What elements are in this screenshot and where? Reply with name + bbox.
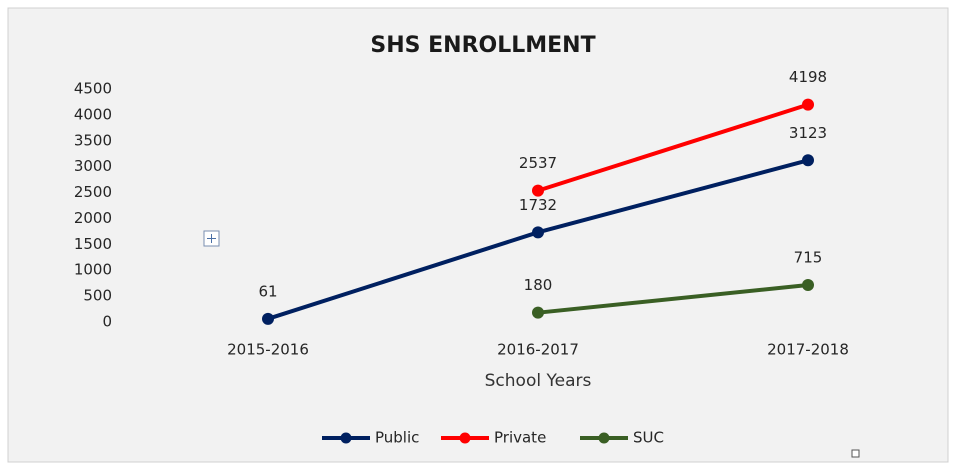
legend-marker: [598, 432, 610, 444]
y-tick-label: 1500: [74, 235, 112, 253]
data-point: [262, 312, 274, 325]
data-point: [802, 154, 814, 167]
chart-title: SHS ENROLLMENT: [370, 33, 595, 58]
x-axis-title: School Years: [485, 371, 592, 391]
series-line: [537, 102, 809, 193]
x-tick-label: 2017-2018: [767, 341, 849, 359]
move-handle-icon: [203, 230, 220, 247]
y-tick-label: 4000: [74, 105, 112, 123]
y-tick-label: 500: [83, 287, 112, 305]
series-line: [537, 282, 809, 315]
x-tick-label: 2015-2016: [227, 341, 309, 359]
data-label: 61: [258, 282, 277, 300]
chart-background: [7, 7, 949, 463]
legend-label: Public: [375, 429, 419, 447]
data-point: [802, 98, 814, 111]
y-tick-label: 3000: [74, 157, 112, 175]
legend-label: Private: [494, 429, 546, 447]
y-tick-label: 1000: [74, 261, 112, 279]
y-tick-label: 3500: [74, 131, 112, 149]
data-label: 3123: [789, 124, 827, 142]
legend-marker: [459, 432, 471, 444]
y-tick-label: 4500: [74, 80, 112, 98]
legend-label: SUC: [633, 429, 664, 447]
data-label: 715: [794, 248, 823, 266]
y-tick-label: 2000: [74, 209, 112, 227]
y-tick-label: 0: [102, 313, 112, 331]
x-tick-label: 2016-2017: [497, 341, 579, 359]
data-point: [532, 306, 544, 319]
data-label: 180: [524, 276, 553, 294]
data-point: [802, 278, 814, 291]
data-label: 1732: [519, 196, 557, 214]
y-tick-label: 2500: [74, 183, 112, 201]
data-label: 2537: [519, 154, 557, 172]
resize-handle: [851, 449, 860, 458]
data-point: [532, 226, 544, 239]
legend-marker: [340, 432, 352, 444]
data-point: [532, 184, 544, 197]
data-label: 4198: [789, 68, 827, 86]
